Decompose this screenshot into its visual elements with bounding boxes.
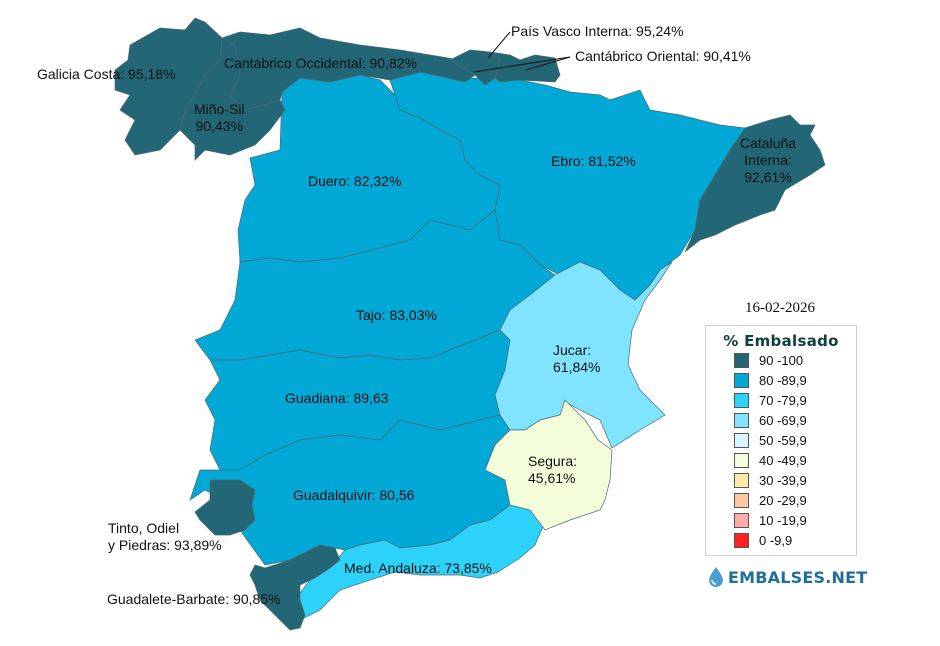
basin-tinto-odiel-piedras[interactable] xyxy=(194,479,256,536)
label-segura: Segura: 45,61% xyxy=(528,453,577,487)
label-ebro: Ebro: 81,52% xyxy=(551,153,636,169)
legend-item: 40 -49,9 xyxy=(734,450,856,470)
legend-label: 40 -49,9 xyxy=(759,452,807,468)
label-guadalete-barbate: Guadalete-Barbate: 90,85% xyxy=(107,591,281,607)
label-segura-name: Segura: xyxy=(528,453,578,469)
label-duero: Duero: 82,32% xyxy=(308,173,402,189)
legend-item: 60 -69,9 xyxy=(734,410,856,430)
label-tinto-line2: y Piedras: 93,89% xyxy=(108,537,222,553)
legend-label: 20 -29,9 xyxy=(759,492,807,508)
label-cantabrico-occidental: Cantábrico Occidental: 90,82% xyxy=(224,55,417,71)
leader-line-cantabrico-oriental-1 xyxy=(473,56,571,73)
legend-label: 0 -9,9 xyxy=(759,532,793,548)
legend-swatch xyxy=(734,392,749,408)
label-jucar: Jucar: 61,84% xyxy=(553,342,600,376)
legend-swatch xyxy=(734,412,749,428)
label-jucar-name: Jucar: xyxy=(553,342,592,358)
basin-cantabrico-occidental[interactable] xyxy=(221,27,476,111)
legend-swatch xyxy=(734,432,749,448)
legend-label: 70 -79,9 xyxy=(759,392,807,408)
legend-label: 50 -59,9 xyxy=(759,432,807,448)
legend-swatch xyxy=(734,472,749,488)
basin-guadalete-barbate[interactable] xyxy=(249,544,341,631)
map-date: 16-02-2026 xyxy=(745,300,815,316)
label-med-andaluza: Med. Andaluza: 73,85% xyxy=(344,560,492,576)
legend-item: 0 -9,9 xyxy=(734,530,856,550)
label-tinto-odiel-piedras: Tinto, Odiel y Piedras: 93,89% xyxy=(108,520,222,554)
legend: % Embalsado 90 -100 80 -89,9 70 -79,9 60 -6… xyxy=(705,325,857,556)
legend-swatch xyxy=(734,532,749,548)
water-drop-icon xyxy=(709,567,723,587)
label-tinto-line1: Tinto, Odiel xyxy=(108,520,180,536)
label-segura-value: 45,61% xyxy=(528,470,576,486)
brand-name: EMBALSES.NET xyxy=(728,567,868,587)
label-mino-sil-name: Miño-Sil xyxy=(194,101,245,117)
legend-title: % Embalsado xyxy=(723,332,839,350)
legend-item: 50 -59,9 xyxy=(734,430,856,450)
basin-jucar[interactable] xyxy=(494,261,673,449)
basin-cantabrico-oriental[interactable] xyxy=(488,51,561,83)
legend-label: 30 -39,9 xyxy=(759,472,807,488)
legend-swatch xyxy=(734,352,749,368)
legend-label: 90 -100 xyxy=(759,352,804,368)
legend-items: 90 -100 80 -89,9 70 -79,9 60 -69,9 50 -59,9 4… xyxy=(706,350,856,550)
brand-logo: EMBALSES.NET xyxy=(708,566,867,588)
legend-item: 10 -19,9 xyxy=(734,510,856,530)
label-guadiana: Guadiana: 89,63 xyxy=(285,390,389,406)
leader-line-pais-vasco xyxy=(487,31,511,59)
label-cataluna-value: 92,61% xyxy=(744,169,792,185)
leader-line-cantabrico-oriental-2 xyxy=(525,56,571,71)
label-cataluna-name2: Interna: xyxy=(744,152,792,168)
legend-label: 80 -89,9 xyxy=(759,372,807,388)
legend-item: 20 -29,9 xyxy=(734,490,856,510)
legend-item: 30 -39,9 xyxy=(734,470,856,490)
basin-segura[interactable] xyxy=(484,399,613,531)
legend-swatch xyxy=(734,492,749,508)
legend-item: 80 -89,9 xyxy=(734,370,856,390)
legend-item: 70 -79,9 xyxy=(734,390,856,410)
label-guadalquivir: Guadalquivir: 80,56 xyxy=(293,487,415,503)
label-mino-sil-value: 90,43% xyxy=(195,118,244,134)
label-cantabrico-oriental: Cantábrico Oriental: 90,41% xyxy=(575,48,751,64)
legend-swatch xyxy=(734,512,749,528)
legend-label: 10 -19,9 xyxy=(759,512,807,528)
label-pais-vasco-interna: País Vasco Interna: 95,24% xyxy=(511,23,684,39)
legend-label: 60 -69,9 xyxy=(759,412,807,428)
label-jucar-value: 61,84% xyxy=(553,359,601,375)
legend-swatch xyxy=(734,372,749,388)
legend-swatch xyxy=(734,452,749,468)
label-cataluna-interna: Cataluña Interna: 92,61% xyxy=(740,135,796,186)
label-galicia-costa: Galicia Costa: 95,18% xyxy=(37,66,176,82)
label-tajo: Tajo: 83,03% xyxy=(356,307,437,323)
basin-cataluna-interna[interactable] xyxy=(684,114,826,253)
label-cataluna-name1: Cataluña xyxy=(740,135,797,151)
label-mino-sil: Miño-Sil 90,43% xyxy=(194,101,245,135)
legend-item: 90 -100 xyxy=(734,350,856,370)
